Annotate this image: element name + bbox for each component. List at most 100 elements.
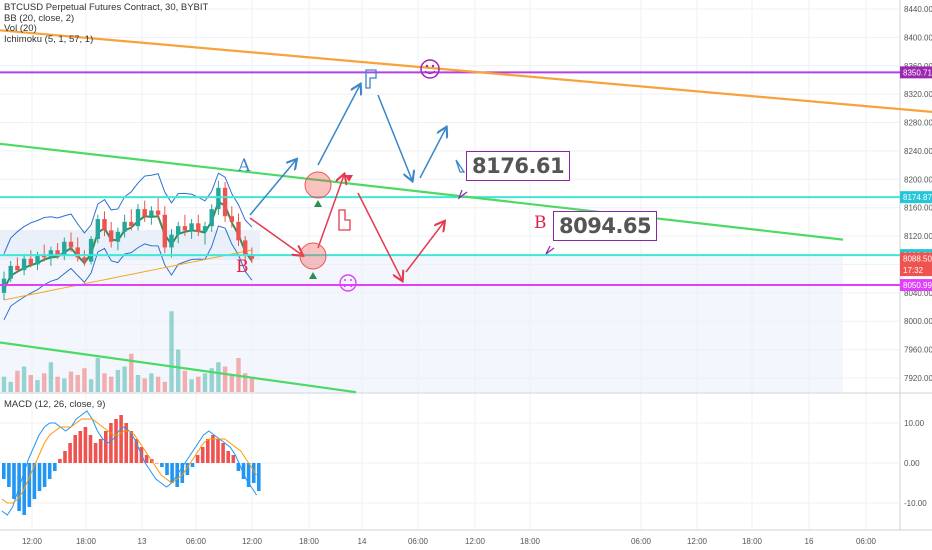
target-b-callout: 8094.65 bbox=[553, 211, 658, 241]
time-tick-label: 06:00 bbox=[408, 537, 429, 546]
zone-circle-upper bbox=[304, 171, 332, 199]
macd-signal-line bbox=[1, 418, 258, 504]
sad-face-icon bbox=[339, 274, 357, 292]
macd-histogram-bar bbox=[104, 431, 108, 463]
macd-histogram-bar bbox=[251, 463, 256, 483]
time-tick-label: 18:00 bbox=[742, 537, 763, 546]
candle-body bbox=[75, 247, 80, 258]
macd-histogram-bar bbox=[88, 435, 93, 463]
horizontal-levels bbox=[0, 71, 900, 287]
symbol-title[interactable]: BTCUSD Perpetual Futures Contract, 30, B… bbox=[4, 2, 209, 13]
volume-bar bbox=[216, 362, 221, 392]
indicator-bb[interactable]: BB (20, close, 2) bbox=[4, 12, 75, 24]
price-tag-label: 8050.99 bbox=[903, 281, 932, 290]
candle-body bbox=[62, 241, 67, 256]
candle-body bbox=[102, 219, 107, 231]
price-tag bbox=[900, 66, 932, 79]
price-tick-label: 8120.00 bbox=[904, 232, 932, 241]
macd-histogram-bar bbox=[109, 423, 113, 463]
smiley-mouth bbox=[424, 70, 436, 75]
forecast-zone bbox=[0, 255, 843, 393]
candle-body bbox=[122, 221, 127, 232]
volume-bar bbox=[182, 370, 188, 392]
macd-histogram-bar bbox=[211, 435, 215, 463]
price-tick-label: 8160.00 bbox=[904, 204, 932, 213]
hand-pointer-icon bbox=[338, 209, 351, 231]
macd-histogram-bar bbox=[2, 463, 6, 479]
scenario-a-arrow bbox=[249, 160, 296, 216]
time-tick-label: 18:00 bbox=[76, 537, 97, 546]
candle-body bbox=[129, 221, 134, 227]
macd-histogram-bar bbox=[180, 463, 185, 483]
price-tag bbox=[900, 279, 932, 292]
time-tick-label: 18:00 bbox=[299, 537, 320, 546]
candle-body bbox=[169, 234, 174, 248]
macd-histogram-bar bbox=[129, 431, 134, 463]
candle-body bbox=[88, 238, 94, 262]
chart-legend: BTCUSD Perpetual Futures Contract, 30, B… bbox=[4, 2, 209, 45]
volume-bar bbox=[149, 373, 154, 392]
volume-bar bbox=[21, 366, 27, 392]
up-marker-icon bbox=[309, 272, 317, 279]
macd-histogram-bar bbox=[119, 415, 123, 463]
scenario-a-label: A bbox=[238, 156, 251, 176]
macd-histogram-bar bbox=[12, 463, 16, 499]
candle-body bbox=[196, 223, 201, 232]
time-tick-label: 18:00 bbox=[520, 537, 541, 546]
macd-histogram-bar bbox=[124, 423, 128, 463]
volume-bar bbox=[35, 380, 40, 392]
callout-pointer bbox=[457, 189, 468, 200]
macd-histogram-bar bbox=[78, 431, 83, 463]
macd-histogram-bar bbox=[165, 463, 169, 475]
macd-histogram-bar bbox=[73, 435, 77, 463]
candle-body bbox=[95, 219, 100, 239]
lagging-span bbox=[3, 249, 252, 301]
volume-bar bbox=[196, 376, 201, 392]
hand-pointer-icon bbox=[455, 159, 466, 173]
volume-bar bbox=[243, 373, 248, 392]
candle-body bbox=[243, 240, 248, 256]
macd-histogram-bar bbox=[114, 419, 118, 463]
price-tag-label: 8088.50 bbox=[903, 254, 932, 263]
bb-upper bbox=[3, 172, 253, 255]
macd-histogram-bar bbox=[216, 439, 220, 463]
up-marker-icon bbox=[314, 200, 322, 207]
macd-histogram-bar bbox=[144, 455, 149, 463]
volume-bar bbox=[1, 376, 7, 392]
time-axis[interactable]: 12:00 18:00 13 06:00 12:00 18:00 14 06:00 12:00 1… bbox=[0, 529, 932, 546]
sad-face-eye bbox=[344, 279, 346, 281]
volume-bar bbox=[102, 373, 107, 392]
macd-histogram-bar bbox=[7, 463, 11, 487]
indicator-ichimoku[interactable]: Ichimoku (5, 1, 57, 1) bbox=[4, 33, 94, 45]
price-tag-label: 8174.87 bbox=[903, 193, 932, 202]
volume-bar bbox=[129, 353, 134, 392]
scenario-a-arrow bbox=[317, 85, 360, 166]
macd-histogram-bar bbox=[206, 439, 210, 463]
price-axis[interactable]: 8440.00 8400.00 8360.00 8320.00 8280.00 8240.… bbox=[900, 5, 932, 508]
volume-bar bbox=[88, 379, 94, 392]
candle-body bbox=[189, 223, 194, 231]
scenario-b-arrow bbox=[249, 217, 302, 255]
candle-body bbox=[229, 216, 234, 222]
candle-body bbox=[155, 210, 161, 215]
volume-bar bbox=[229, 375, 234, 392]
indicator-vol[interactable]: Vol (20) bbox=[4, 23, 37, 34]
macd-histogram-bar bbox=[241, 463, 246, 479]
macd-histogram-bar bbox=[226, 451, 230, 463]
macd-legend[interactable]: MACD (12, 26, close, 9) bbox=[4, 399, 106, 410]
volume-bar bbox=[82, 368, 87, 392]
volume-bar bbox=[8, 381, 13, 392]
volume-bar bbox=[15, 370, 20, 392]
price-tick-label: 8440.00 bbox=[904, 5, 932, 14]
macd-histogram-bar bbox=[257, 463, 261, 491]
candle-body bbox=[55, 250, 60, 256]
price-tick-label: 8320.00 bbox=[904, 90, 932, 99]
price-tick-label: 8280.00 bbox=[904, 119, 932, 128]
macd-histogram-bar bbox=[58, 459, 62, 463]
scenario-b-label-small: B bbox=[236, 257, 249, 277]
macd-histogram-bar bbox=[68, 443, 72, 463]
candle-body bbox=[149, 210, 154, 217]
macd-histogram-bar bbox=[47, 463, 52, 479]
price-tick-label: 8040.00 bbox=[904, 289, 932, 298]
price-tick-label: 8360.00 bbox=[904, 62, 932, 71]
